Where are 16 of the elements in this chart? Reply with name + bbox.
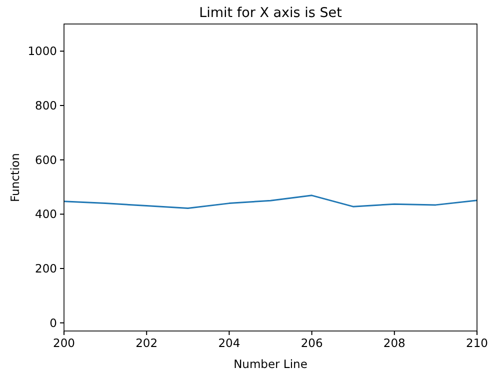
x-axis-title: Number Line <box>234 357 308 371</box>
chart-title: Limit for X axis is Set <box>199 5 342 21</box>
x-tick-label: 204 <box>218 336 240 350</box>
y-tick-label: 1000 <box>28 44 57 58</box>
line-series <box>64 194 477 209</box>
x-tick-label: 200 <box>53 336 75 350</box>
y-tick-label: 0 <box>50 316 57 330</box>
y-tick-label: 400 <box>35 207 57 222</box>
y-tick-label: 800 <box>35 98 57 113</box>
y-tick-label: 200 <box>35 262 57 276</box>
y-axis-title: Function <box>8 153 22 202</box>
x-tick-label: 206 <box>300 336 323 350</box>
y-tick-label: 600 <box>35 152 57 167</box>
x-tick-label: 202 <box>136 336 158 350</box>
x-tick-label: 210 <box>466 336 488 350</box>
x-tick-label: 208 <box>383 336 406 350</box>
